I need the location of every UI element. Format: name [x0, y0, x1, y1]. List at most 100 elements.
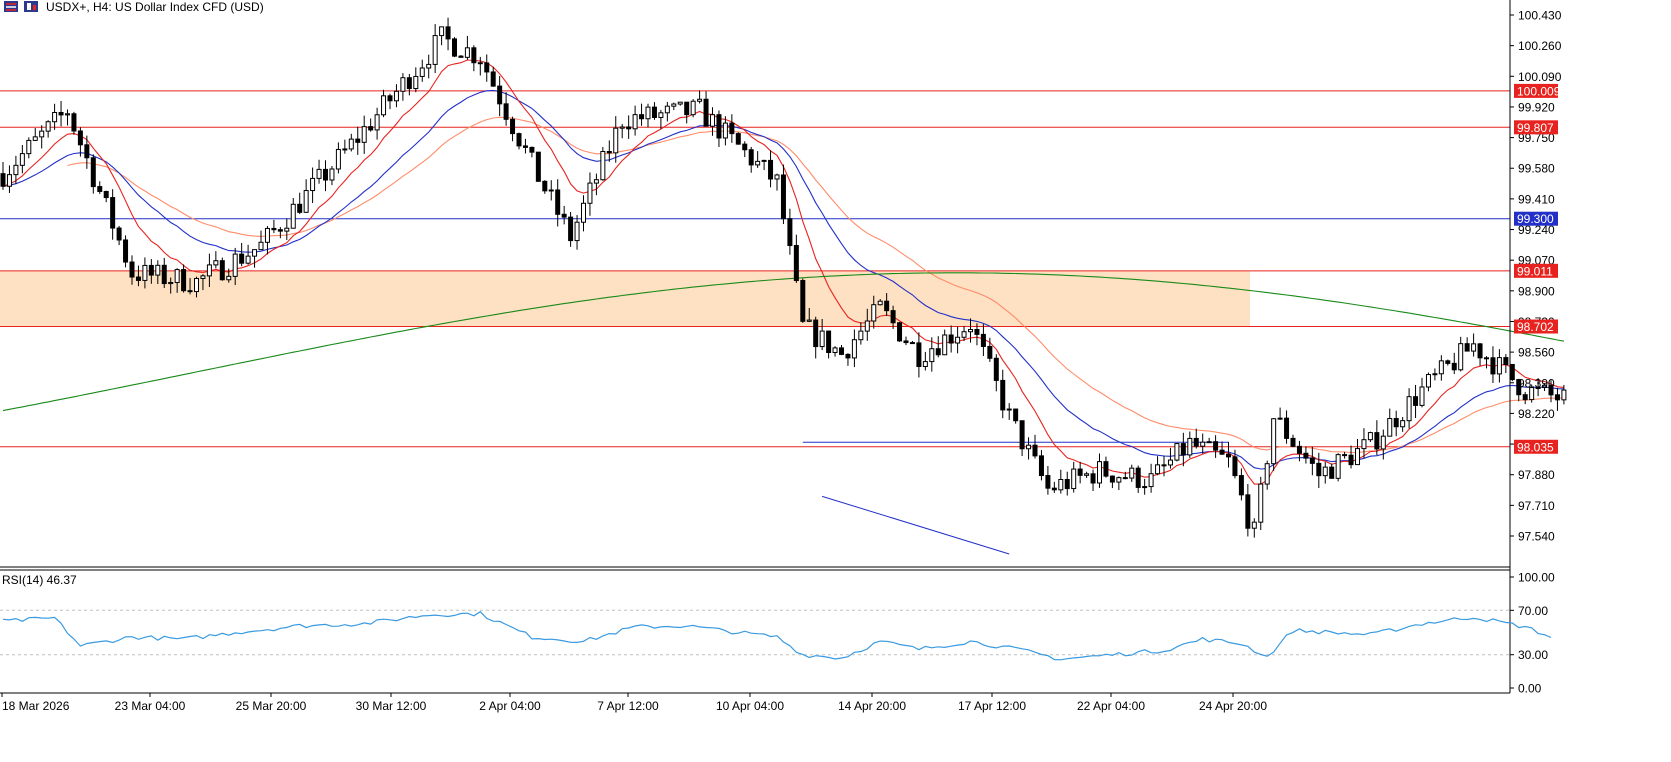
candle[interactable]: [213, 251, 219, 269]
candle[interactable]: [1445, 359, 1451, 366]
candle[interactable]: [819, 318, 825, 351]
candle[interactable]: [1548, 380, 1554, 403]
candle[interactable]: [1051, 481, 1057, 493]
candle[interactable]: [1193, 428, 1199, 449]
candle[interactable]: [1361, 428, 1367, 459]
candle[interactable]: [677, 101, 683, 106]
candle[interactable]: [342, 139, 348, 154]
candle[interactable]: [206, 253, 212, 288]
candle[interactable]: [522, 138, 528, 154]
candle[interactable]: [1129, 464, 1135, 482]
candle[interactable]: [606, 140, 612, 162]
candle[interactable]: [903, 336, 909, 346]
candle[interactable]: [671, 102, 677, 111]
candle[interactable]: [800, 278, 806, 323]
candle[interactable]: [1374, 420, 1380, 455]
candle[interactable]: [232, 247, 238, 286]
candle[interactable]: [651, 102, 657, 120]
candle[interactable]: [374, 107, 380, 140]
candle[interactable]: [194, 276, 199, 298]
candle[interactable]: [1516, 378, 1522, 402]
candle[interactable]: [742, 141, 748, 158]
candle[interactable]: [871, 295, 877, 329]
candle[interactable]: [897, 321, 903, 342]
candle[interactable]: [39, 125, 45, 149]
candle[interactable]: [1097, 453, 1102, 488]
candle[interactable]: [97, 181, 103, 194]
candle[interactable]: [413, 67, 419, 93]
candle[interactable]: [1509, 363, 1515, 382]
candle[interactable]: [32, 128, 38, 142]
candle[interactable]: [1367, 431, 1373, 442]
candle[interactable]: [168, 277, 174, 294]
candle[interactable]: [303, 179, 309, 213]
time-axis[interactable]: 18 Mar 2026 23 Mar 04:00 25 Mar 20:00 30 Ma…: [1, 693, 1267, 713]
candle[interactable]: [26, 137, 32, 159]
candle[interactable]: [1316, 452, 1322, 489]
candle[interactable]: [993, 354, 999, 392]
candle[interactable]: [1271, 418, 1277, 471]
candle[interactable]: [361, 115, 367, 154]
candle[interactable]: [639, 103, 645, 126]
candle[interactable]: [1296, 440, 1302, 462]
candle[interactable]: [497, 75, 503, 117]
candle[interactable]: [768, 150, 774, 188]
candle[interactable]: [1038, 450, 1044, 481]
candle[interactable]: [329, 166, 335, 186]
candle[interactable]: [845, 353, 851, 366]
candle[interactable]: [323, 160, 328, 192]
candle[interactable]: [1309, 446, 1315, 476]
candle[interactable]: [761, 159, 767, 171]
candle[interactable]: [297, 192, 303, 214]
candle[interactable]: [219, 257, 225, 281]
candle[interactable]: [922, 351, 928, 371]
candle[interactable]: [348, 133, 354, 152]
candle[interactable]: [1161, 455, 1167, 477]
candle[interactable]: [581, 195, 586, 232]
candle[interactable]: [19, 144, 25, 174]
candle[interactable]: [1258, 476, 1264, 531]
candle[interactable]: [1471, 333, 1477, 357]
candle[interactable]: [284, 218, 290, 240]
candle[interactable]: [65, 109, 70, 126]
candle[interactable]: [916, 332, 922, 378]
candle[interactable]: [1419, 377, 1425, 408]
candle[interactable]: [187, 278, 193, 295]
candle[interactable]: [1535, 378, 1541, 397]
candle[interactable]: [477, 56, 483, 76]
candle[interactable]: [1490, 346, 1496, 383]
candle[interactable]: [1355, 439, 1360, 466]
candle[interactable]: [658, 109, 664, 129]
candle[interactable]: [935, 336, 941, 358]
candle[interactable]: [858, 322, 864, 345]
candle[interactable]: [690, 99, 696, 118]
candle[interactable]: [722, 116, 728, 146]
candle[interactable]: [813, 316, 819, 359]
candle[interactable]: [271, 219, 277, 234]
candle[interactable]: [1206, 437, 1212, 444]
candle[interactable]: [987, 337, 993, 362]
candle[interactable]: [0, 162, 6, 190]
candle[interactable]: [1393, 410, 1399, 437]
candle[interactable]: [942, 329, 948, 356]
candle[interactable]: [542, 180, 548, 194]
bars-icon[interactable]: [4, 1, 18, 12]
candle[interactable]: [1458, 336, 1464, 372]
candle[interactable]: [1213, 435, 1219, 458]
candle[interactable]: [884, 293, 890, 317]
candle[interactable]: [310, 167, 316, 204]
candle[interactable]: [1561, 384, 1567, 405]
candle[interactable]: [1438, 355, 1444, 381]
candle[interactable]: [1226, 441, 1231, 468]
candle[interactable]: [909, 340, 915, 345]
candle[interactable]: [1496, 349, 1502, 383]
candle[interactable]: [1006, 403, 1012, 420]
candle[interactable]: [181, 264, 187, 293]
candle[interactable]: [645, 103, 651, 128]
candle[interactable]: [1529, 384, 1535, 403]
candle[interactable]: [45, 120, 51, 138]
candle[interactable]: [1026, 437, 1032, 460]
candle[interactable]: [716, 110, 722, 147]
candle[interactable]: [123, 235, 129, 268]
candle[interactable]: [71, 111, 77, 135]
